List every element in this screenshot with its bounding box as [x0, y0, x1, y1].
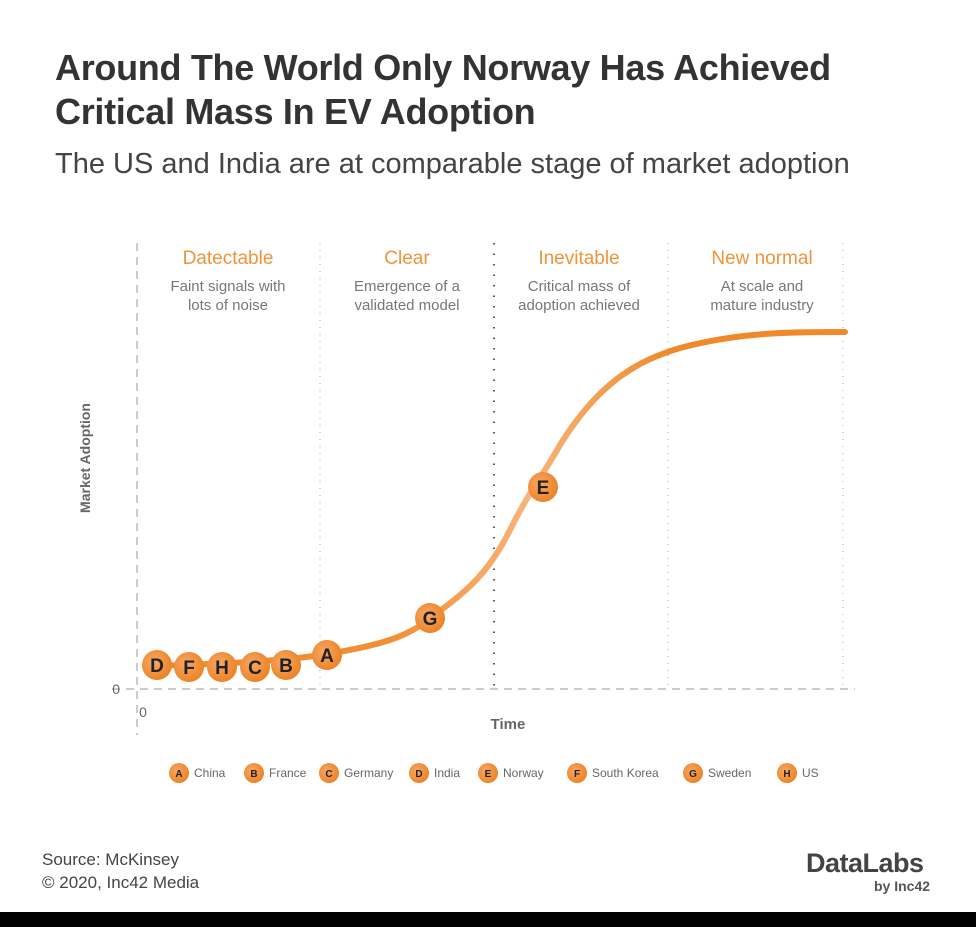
marker-letter: G [423, 609, 438, 630]
y-axis-label: Market Adoption [77, 403, 93, 513]
y-tick-0: 0 [112, 681, 120, 697]
x-tick-0: 0 [139, 704, 147, 720]
stage-desc: lots of noise [188, 297, 268, 314]
legend-letter: B [250, 769, 257, 780]
legend-label: Germany [344, 766, 393, 780]
marker-letter: H [215, 658, 229, 679]
legend-item: H US [777, 763, 819, 783]
legend-marker [683, 763, 703, 783]
legend-item: A China [169, 763, 226, 783]
legend-letter: G [689, 769, 697, 780]
marker-H: H [207, 652, 237, 682]
source-text: Source: McKinsey [42, 850, 179, 869]
marker-circle [240, 652, 270, 682]
marker-circle [415, 603, 445, 633]
legend-marker [478, 763, 498, 783]
marker-circle [312, 640, 342, 670]
legend-label: Sweden [708, 766, 751, 780]
stage-desc: adoption achieved [518, 297, 640, 314]
legend-letter: E [485, 769, 492, 780]
marker-F: F [174, 652, 204, 682]
bottom-bar [0, 912, 976, 927]
legend-label: US [802, 766, 819, 780]
datalabs-logo: DataLabs [806, 848, 924, 878]
marker-A: A [312, 640, 342, 670]
legend-label: South Korea [592, 766, 659, 780]
stage-title: Inevitable [538, 248, 619, 269]
marker-E: E [528, 472, 558, 502]
marker-letter: F [183, 658, 195, 679]
legend-marker [169, 763, 189, 783]
legend-label: India [434, 766, 460, 780]
stage-title: Datectable [183, 248, 274, 269]
legend-letter: F [574, 769, 580, 780]
marker-circle [528, 472, 558, 502]
marker-B: B [271, 650, 301, 680]
legend-marker [244, 763, 264, 783]
marker-letter: C [248, 658, 262, 679]
marker-circle [142, 650, 172, 680]
legend-label: China [194, 766, 226, 780]
stage-desc: Faint signals with [170, 278, 285, 295]
marker-circle [174, 652, 204, 682]
stage-desc: Critical mass of [528, 278, 631, 295]
chart-title: Around The World Only Norway Has Achieve… [55, 47, 831, 132]
legend-item: F South Korea [567, 763, 659, 783]
legend-item: B France [244, 763, 307, 783]
stage-desc: validated model [354, 297, 459, 314]
copyright-text: © 2020, Inc42 Media [42, 873, 200, 892]
marker-letter: D [150, 656, 164, 677]
stage-title: New normal [711, 248, 812, 269]
marker-letter: A [320, 646, 334, 667]
stage-desc: At scale and [721, 278, 804, 295]
legend-item: D India [409, 763, 460, 783]
legend-letter: D [415, 769, 422, 780]
datalabs-logo-sub: by Inc42 [874, 878, 931, 894]
legend-item: E Norway [478, 763, 544, 783]
marker-D: D [142, 650, 172, 680]
stage-desc: mature industry [710, 297, 814, 314]
legend-label: Norway [503, 766, 544, 780]
marker-G: G [415, 603, 445, 633]
marker-circle [271, 650, 301, 680]
stage-desc: Emergence of a [354, 278, 461, 295]
legend-marker [567, 763, 587, 783]
legend-letter: C [325, 769, 332, 780]
adoption-curve [142, 329, 848, 669]
x-axis-label: Time [491, 716, 526, 733]
legend-marker [409, 763, 429, 783]
legend-label: France [269, 766, 307, 780]
marker-letter: E [537, 478, 550, 499]
legend-marker [777, 763, 797, 783]
legend-letter: A [175, 769, 182, 780]
stage-title: Clear [384, 248, 430, 269]
marker-letter: B [279, 656, 293, 677]
chart-subtitle: The US and India are at comparable stage… [55, 148, 850, 180]
legend-marker [319, 763, 339, 783]
legend-letter: H [783, 769, 790, 780]
marker-circle [207, 652, 237, 682]
legend-item: C Germany [319, 763, 393, 783]
source-footer: Source: McKinsey © 2020, Inc42 Media [42, 848, 199, 894]
legend-item: G Sweden [683, 763, 751, 783]
marker-C: C [240, 652, 270, 682]
